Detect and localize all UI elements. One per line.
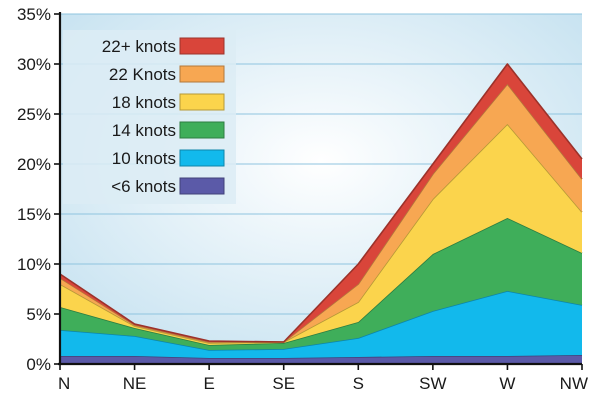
legend-swatch-22-knots [179,37,225,55]
x-tick-label: E [203,374,214,393]
legend: 22+ knots 22 Knots 18 knots 14 knots 10 knot… [63,30,236,204]
legend-label-10-knots: 10 knots [112,149,176,168]
legend-label-6-knots: <6 knots [111,177,176,196]
area-6-knots [60,355,582,364]
area-series [59,63,583,364]
legend-swatch-14-knots [179,121,225,139]
x-tick-label: NE [123,374,147,393]
y-tick-label: 30% [17,55,51,74]
y-tick-label: 25% [17,105,51,124]
y-tick-label: 35% [17,5,51,24]
x-tick-label: S [353,374,364,393]
y-tick-label: 0% [26,355,51,374]
y-tick-label: 10% [17,255,51,274]
legend-label-14-knots: 14 knots [112,121,176,140]
y-tick-labels: 0% 5% 10% 15% 20% 25% 30% 35% [17,5,51,374]
x-tick-labels: N NE E SE S SW W NW [58,374,588,393]
axes [54,12,583,370]
legend-label-22-knots: 22 Knots [109,65,176,84]
x-tick-label: N [58,374,70,393]
legend-label-22-knots: 22+ knots [102,37,176,56]
y-tick-label: 15% [17,205,51,224]
x-tick-label: SE [272,374,295,393]
area-10-knots [60,291,582,358]
y-tick-label: 5% [26,305,51,324]
x-tick-label: W [499,374,515,393]
area-edge-22-knots [59,63,583,343]
legend-label-18-knots: 18 knots [112,93,176,112]
x-tick-label: NW [560,374,588,393]
area-14-knots [60,218,582,350]
y-tick-label: 20% [17,155,51,174]
legend-swatch-22-knots [179,65,225,83]
legend-swatch-18-knots [179,93,225,111]
legend-swatch-10-knots [179,149,225,167]
x-tick-label: SW [419,374,446,393]
legend-box [63,30,236,204]
legend-swatch-6-knots [179,177,225,195]
